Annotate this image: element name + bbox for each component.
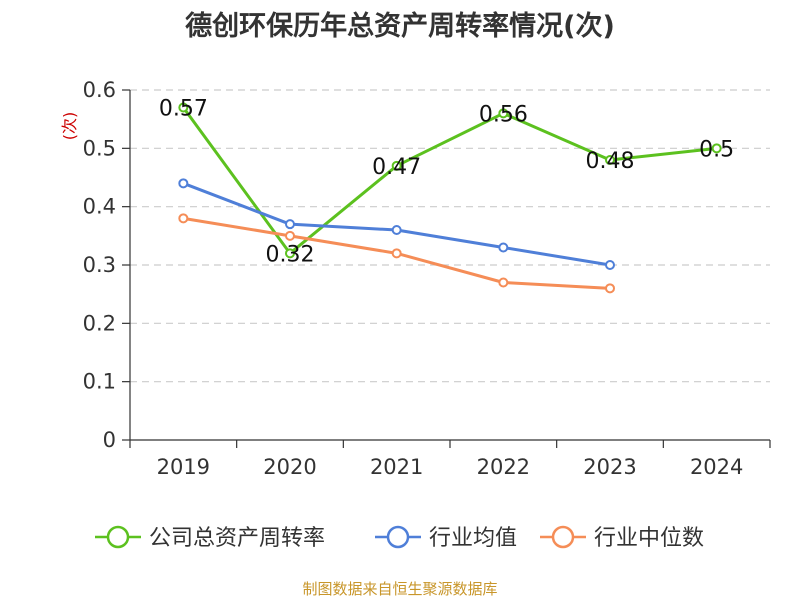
legend-marker	[386, 525, 410, 549]
series-line-1	[182, 106, 717, 255]
data-point	[391, 248, 402, 259]
y-tick-label: 0.5	[83, 136, 116, 160]
data-point	[178, 213, 189, 224]
legend-label: 公司总资产周转率	[149, 526, 325, 551]
legend-label: 行业中位数	[594, 526, 704, 551]
legend: 公司总资产周转率 行业均值 行业中位数	[95, 525, 704, 551]
y-tick-label: 0.6	[83, 78, 116, 102]
data-point	[391, 160, 402, 171]
data-label: 0.57	[159, 97, 208, 122]
data-point	[285, 219, 295, 230]
data-label: 0.5	[699, 137, 734, 162]
x-tick-labels: 2019 2020 2021 2022 2023 2024	[157, 455, 744, 479]
data-label: 0.56	[479, 102, 528, 127]
data-point	[285, 230, 295, 241]
y-tick-label: 0.4	[83, 195, 116, 219]
data-point	[178, 178, 189, 189]
x-tick-label: 2021	[370, 455, 423, 479]
x-tick-label: 2022	[477, 455, 530, 479]
data-point	[285, 248, 295, 259]
y-tick-label: 0.3	[83, 253, 116, 277]
data-point	[391, 225, 402, 235]
legend-marker	[106, 525, 130, 549]
data-point	[605, 155, 615, 165]
x-tick-label: 2020	[263, 455, 316, 479]
data-point	[605, 260, 615, 270]
data-label: 0.48	[586, 149, 635, 174]
x-tick-label: 2019	[157, 455, 210, 479]
x-tick-label: 2023	[583, 455, 636, 479]
y-tick-label: 0.2	[83, 311, 116, 335]
legend-marker	[551, 525, 575, 549]
y-tick-label: 0	[103, 428, 116, 452]
data-point	[605, 283, 615, 294]
data-point	[178, 102, 189, 113]
source-note: 制图数据来自恒生聚源数据库	[302, 580, 497, 598]
y-tick-label: 0.1	[83, 370, 116, 394]
data-point	[498, 108, 509, 119]
x-tick-label: 2024	[690, 455, 743, 479]
y-axis-unit-label: (次)	[60, 112, 79, 141]
chart-title: 德创环保历年总资产周转率情况(次)	[185, 10, 615, 42]
data-label: 0.32	[266, 242, 315, 267]
legend-label: 行业均值	[429, 526, 517, 551]
gridlines	[130, 89, 770, 383]
data-point	[498, 277, 509, 288]
data-label: 0.47	[372, 155, 421, 180]
y-tick-labels: 0 0.1 0.2 0.3 0.4 0.5 0.6	[83, 78, 116, 452]
data-point	[711, 143, 722, 154]
series-lines	[178, 102, 722, 294]
data-labels: 0.57 0.32 0.47 0.56 0.48 0.5	[159, 97, 734, 268]
axes	[122, 89, 771, 448]
data-point	[498, 242, 509, 253]
